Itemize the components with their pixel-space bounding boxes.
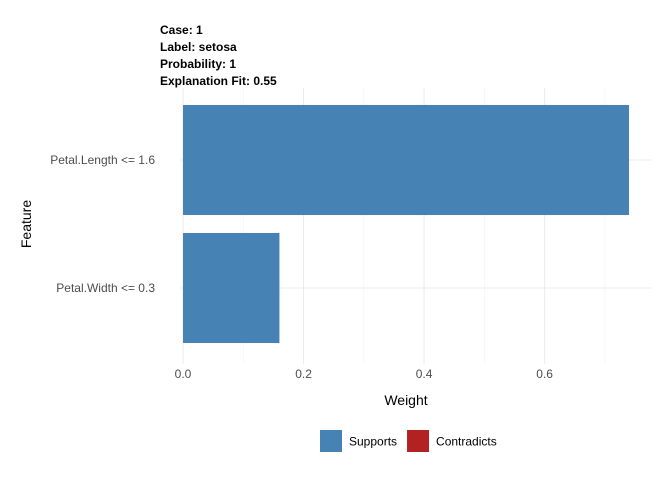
header-explanation-fit: Explanation Fit: 0.55: [160, 74, 277, 88]
bar-1: [183, 232, 280, 344]
y-tick-label: Petal.Width <= 0.3: [56, 281, 155, 295]
legend-swatch: [407, 430, 430, 452]
chart-header: Case: 1 Label: setosa Probability: 1 Exp…: [160, 23, 277, 88]
x-axis-title: Weight: [384, 392, 427, 408]
y-axis-title: Feature: [18, 200, 34, 248]
x-tick-label: 0.2: [295, 367, 312, 381]
legend-label: Supports: [349, 435, 397, 449]
bar-0: [183, 104, 629, 216]
legend-swatch: [320, 430, 342, 452]
bars: [183, 104, 629, 344]
y-tick-label: Petal.Length <= 1.6: [50, 153, 155, 167]
header-case: Case: 1: [160, 23, 203, 37]
legend: Supports Contradicts: [320, 430, 497, 452]
header-label: Label: setosa: [160, 40, 237, 54]
y-tick-labels: Petal.Length <= 1.6 Petal.Width <= 0.3: [50, 153, 155, 295]
x-tick-label: 0.4: [416, 367, 433, 381]
header-probability: Probability: 1: [160, 57, 236, 71]
x-tick-label: 0.0: [175, 367, 192, 381]
x-tick-label: 0.6: [536, 367, 553, 381]
legend-label: Contradicts: [436, 435, 497, 449]
x-tick-labels: 0.0 0.2 0.4 0.6: [175, 367, 554, 381]
